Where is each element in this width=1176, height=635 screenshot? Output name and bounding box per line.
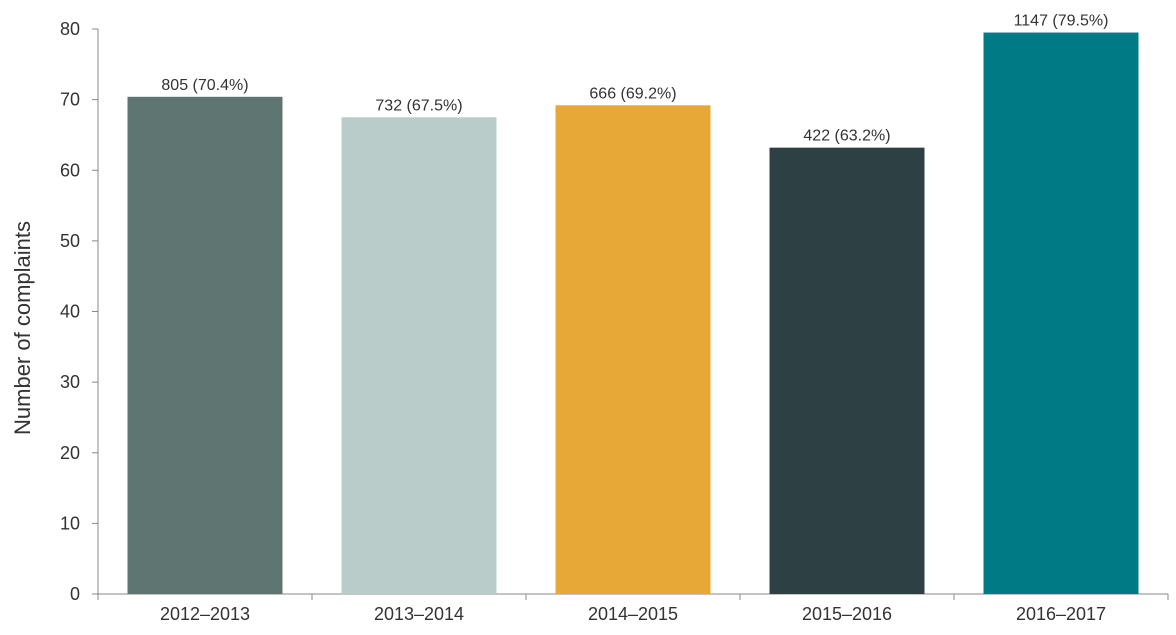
y-tick-label: 70 [60,90,80,110]
bar-data-label: 732 (67.5%) [375,97,462,114]
x-tick-label: 2013–2014 [374,604,464,624]
bar-data-label: 422 (63.2%) [803,128,890,145]
y-axis-title: Number of complaints [10,221,35,435]
bar [769,147,925,594]
data-labels: 805 (70.4%) 732 (67.5%) 666 (69.2%) 422 (63… [161,13,1108,145]
bar [555,105,711,595]
y-tick-label: 10 [60,513,80,533]
bar [983,32,1139,594]
y-tick-label: 20 [60,443,80,463]
y-tick-label: 30 [60,372,80,392]
x-tick-label: 2014–2015 [588,604,678,624]
bar-data-label: 666 (69.2%) [589,85,676,102]
bars [127,32,1139,595]
y-tick-label: 40 [60,302,80,322]
x-tick-label: 2016–2017 [1016,604,1106,624]
bar-data-label: 1147 (79.5%) [1014,13,1109,30]
y-tick-label: 0 [70,584,80,604]
x-tick-label: 2012–2013 [160,604,250,624]
bar-data-label: 805 (70.4%) [161,77,248,94]
y-tick-label: 80 [60,19,80,39]
y-axis-ticks: 0 10 20 30 40 50 60 70 80 [60,19,98,604]
x-axis-ticks: 2012–2013 2013–2014 2014–2015 2015–2016 2016… [97,594,1169,624]
bar [127,96,283,595]
x-tick-label: 2015–2016 [802,604,892,624]
y-tick-label: 60 [60,160,80,180]
y-tick-label: 50 [60,231,80,251]
bar [341,117,497,594]
